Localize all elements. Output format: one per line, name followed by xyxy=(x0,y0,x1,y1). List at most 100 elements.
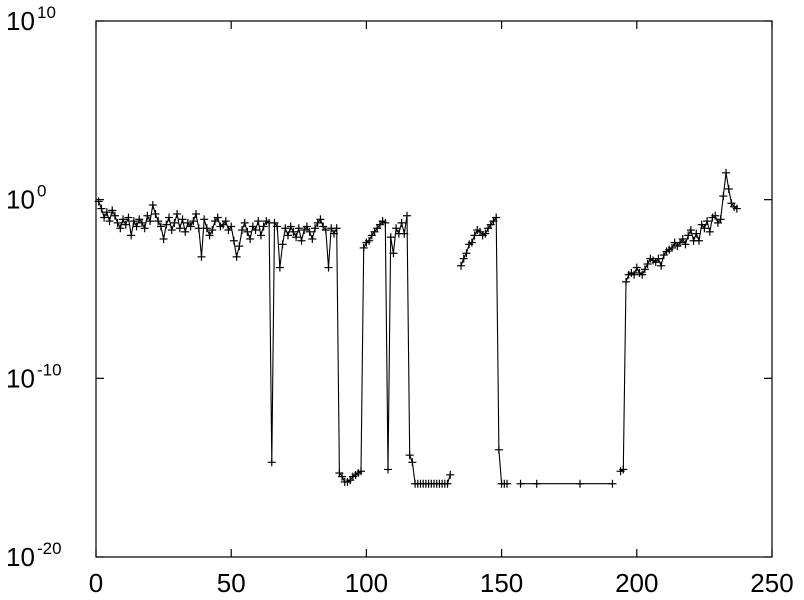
data-point-marker xyxy=(238,226,247,235)
data-point-marker xyxy=(359,243,368,252)
y-tick-exponent: -20 xyxy=(37,539,62,558)
data-point-marker xyxy=(446,470,455,479)
data-point-marker xyxy=(175,224,184,233)
data-point-marker xyxy=(197,252,206,261)
data-point-marker xyxy=(621,277,630,286)
data-point-marker xyxy=(711,211,720,220)
data-point-marker xyxy=(724,184,733,193)
data-point-marker xyxy=(189,217,198,226)
data-point-marker xyxy=(384,465,393,474)
data-point-marker xyxy=(140,224,149,233)
x-tick-label: 150 xyxy=(480,568,523,598)
data-point-marker xyxy=(402,211,411,220)
data-point-marker xyxy=(632,263,641,272)
data-point-marker xyxy=(332,224,341,233)
data-point-marker xyxy=(286,222,295,231)
data-point-marker xyxy=(494,445,503,454)
data-point-marker xyxy=(192,209,201,218)
data-point-marker xyxy=(311,224,320,233)
y-tick-label: 10 xyxy=(6,185,35,215)
data-point-marker xyxy=(246,234,255,243)
data-point-marker xyxy=(321,226,330,235)
data-point-marker xyxy=(181,227,190,236)
data-point-marker xyxy=(481,229,490,238)
data-point-marker xyxy=(162,220,171,229)
y-tick-label: 10 xyxy=(6,363,35,393)
data-point-marker xyxy=(732,204,741,213)
data-point-marker xyxy=(240,218,249,227)
y-tick-label: 10 xyxy=(6,6,35,36)
data-point-marker xyxy=(273,222,282,231)
data-point-marker xyxy=(289,227,298,236)
data-point-marker xyxy=(148,201,157,210)
data-point-marker xyxy=(700,224,709,233)
data-point-marker xyxy=(127,231,136,240)
data-point-marker xyxy=(686,226,695,235)
x-tick-label: 50 xyxy=(217,568,246,598)
data-point-marker xyxy=(116,224,125,233)
series-line-segment xyxy=(460,215,507,485)
data-point-marker xyxy=(208,226,217,235)
data-point-marker xyxy=(684,231,693,240)
data-point-marker xyxy=(389,249,398,258)
data-point-marker xyxy=(716,215,725,224)
data-point-marker xyxy=(640,265,649,274)
data-point-marker xyxy=(159,234,168,243)
data-point-marker xyxy=(110,211,119,220)
data-point-marker xyxy=(457,261,466,270)
data-point-marker xyxy=(221,217,230,226)
data-point-marker xyxy=(205,231,214,240)
data-point-marker xyxy=(259,222,268,231)
data-point-marker xyxy=(235,242,244,251)
data-point-marker xyxy=(146,217,155,226)
data-point-marker xyxy=(692,229,701,238)
data-point-marker xyxy=(167,226,176,235)
data-point-marker xyxy=(705,227,714,236)
data-point-marker xyxy=(467,238,476,247)
y-tick-exponent: 0 xyxy=(37,182,46,201)
data-point-marker xyxy=(154,217,163,226)
data-point-marker xyxy=(292,233,301,242)
data-point-marker xyxy=(170,218,179,227)
data-point-marker xyxy=(324,263,333,272)
data-point-marker xyxy=(113,218,122,227)
data-point-marker xyxy=(100,213,109,222)
data-point-marker xyxy=(165,213,174,222)
data-point-marker xyxy=(227,222,236,231)
data-point-marker xyxy=(119,215,128,224)
data-point-marker xyxy=(267,458,276,467)
x-tick-label: 100 xyxy=(345,568,388,598)
data-point-marker xyxy=(132,222,141,231)
data-point-marker xyxy=(608,479,617,488)
data-point-marker xyxy=(381,218,390,227)
data-point-marker xyxy=(297,236,306,245)
series-layer xyxy=(94,168,741,488)
data-point-marker xyxy=(143,211,152,220)
data-point-marker xyxy=(678,234,687,243)
data-point-marker xyxy=(254,217,263,226)
data-point-marker xyxy=(338,472,347,481)
data-point-marker xyxy=(462,249,471,258)
data-point-marker xyxy=(492,213,501,222)
data-point-marker xyxy=(694,236,703,245)
data-point-marker xyxy=(213,213,222,222)
data-point-marker xyxy=(232,252,241,261)
data-point-marker xyxy=(194,224,203,233)
data-point-marker xyxy=(105,217,114,226)
y-tick-label: 10 xyxy=(6,542,35,572)
data-point-marker xyxy=(619,465,628,474)
x-tick-label: 250 xyxy=(750,568,793,598)
data-point-marker xyxy=(365,236,374,245)
x-tick-label: 200 xyxy=(615,568,658,598)
series-line-segment xyxy=(98,201,451,485)
data-point-marker xyxy=(243,227,252,236)
data-point-marker xyxy=(654,254,663,263)
y-tick-exponent: -10 xyxy=(37,360,62,379)
data-point-marker xyxy=(643,259,652,268)
data-point-marker xyxy=(516,479,525,488)
data-point-marker xyxy=(392,224,401,233)
series-line-segment xyxy=(620,172,738,472)
data-point-marker xyxy=(283,231,292,240)
